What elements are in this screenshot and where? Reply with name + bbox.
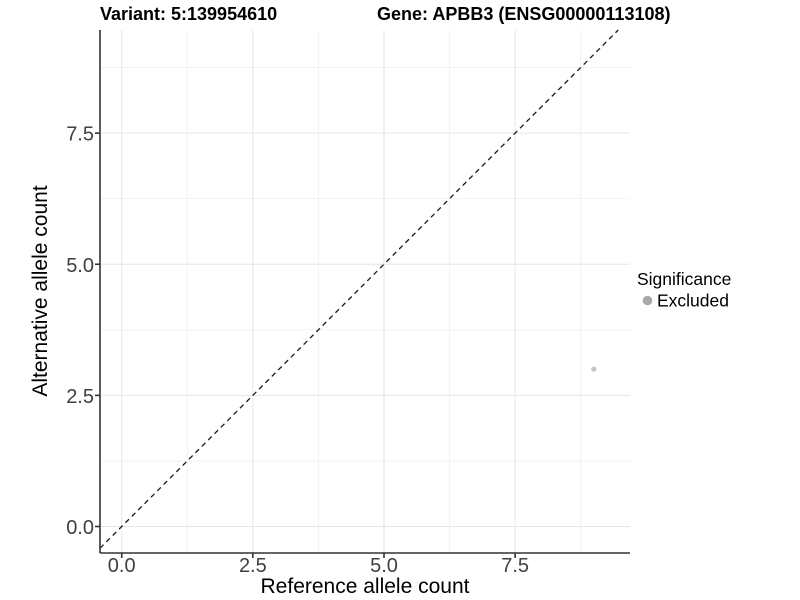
plot-title-variant: Variant: 5:139954610 (100, 4, 277, 24)
y-tick-label: 2.5 (66, 386, 94, 408)
x-tick-label: 0.0 (108, 555, 136, 577)
x-tick-label: 2.5 (239, 555, 267, 577)
plot-title-gene: Gene: APBB3 (ENSG00000113108) (377, 4, 670, 24)
y-axis-title: Alternative allele count (29, 185, 52, 396)
legend-title: Significance (637, 269, 731, 289)
gridlines-minor (100, 30, 630, 553)
x-tick-label: 5.0 (370, 555, 398, 577)
x-tick-label: 7.5 (501, 555, 529, 577)
x-axis-title: Reference allele count (261, 575, 470, 598)
axes: 0.0 2.5 5.0 7.5 0.0 2.5 5.0 7.5 (66, 30, 630, 577)
legend-label-excluded: Excluded (657, 291, 729, 311)
identity-line (99, 29, 619, 549)
plot-geoms (99, 29, 619, 549)
gridlines-major (100, 30, 630, 553)
y-tick-label: 0.0 (66, 517, 94, 539)
y-tick-label: 7.5 (66, 124, 94, 146)
legend: Significance Excluded (637, 269, 731, 311)
data-point (591, 366, 597, 372)
legend-key-excluded-icon (642, 295, 653, 306)
y-tick-label: 5.0 (66, 255, 94, 277)
